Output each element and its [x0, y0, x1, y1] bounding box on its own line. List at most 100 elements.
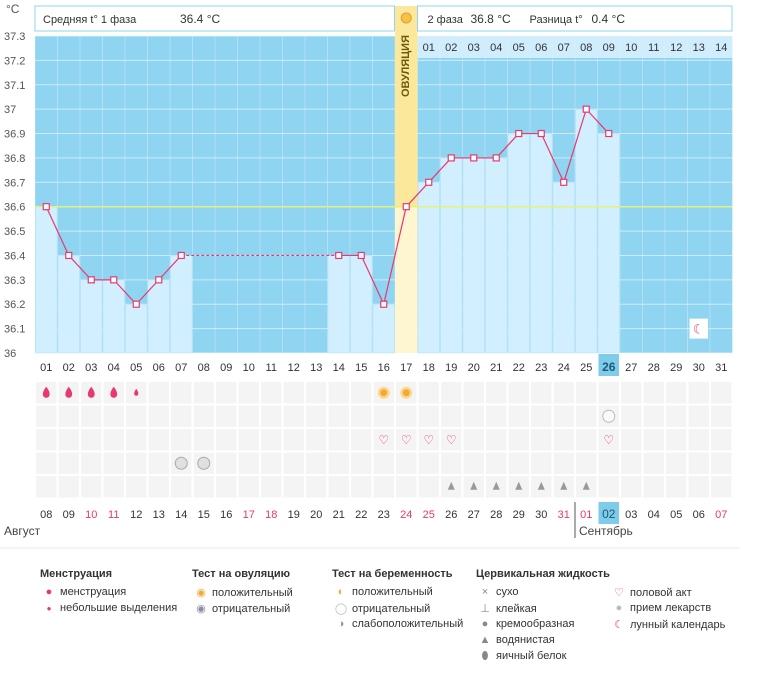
temperature-point [515, 129, 523, 138]
symbol-cell [418, 476, 439, 498]
luteal-day-label: 10 [625, 42, 637, 54]
symbol-cell [441, 382, 462, 404]
grey-dot-icon: ◉ [196, 603, 206, 615]
phase1-box [34, 5, 395, 32]
temperature-point [155, 276, 163, 284]
calendar-date: 23 [378, 509, 390, 521]
symbol-cell [351, 405, 372, 427]
luteal-day-label: 03 [468, 42, 480, 54]
temperature-line [113, 279, 137, 305]
bbt-chart: ОВУЛЯЦИЯ °C 37.3 37.2 37.1 37 36.9 36.8 36.7 36.6… [0, 2, 740, 549]
symbol-cell [306, 452, 327, 474]
luteal-day-label: 12 [670, 42, 682, 54]
cycle-day-label: 10 [243, 362, 255, 374]
temperature-point [402, 203, 410, 211]
calendar-date: 30 [535, 509, 547, 521]
symbol-cell [36, 476, 57, 498]
y-tick-label: 37 [4, 104, 16, 116]
symbol-cell [81, 452, 102, 474]
symbol-cell [621, 452, 642, 474]
symbol-cell [553, 452, 574, 474]
temperature-point [582, 105, 590, 113]
heart-icon: ♡ [401, 433, 412, 447]
calendar-date: 26 [445, 509, 457, 521]
symbol-cell [643, 476, 664, 498]
luteal-day-label: 02 [445, 42, 457, 54]
symbol-cell [103, 452, 124, 474]
y-tick-label: 36.3 [4, 275, 25, 287]
symbol-cell [688, 476, 709, 498]
symbol-cell [283, 452, 304, 474]
cycle-day-label: 19 [445, 362, 457, 374]
y-tick-label: 36.4 [4, 250, 25, 262]
symbol-cell [81, 429, 102, 451]
symbol-cell [711, 476, 732, 498]
luteal-day-label: 06 [535, 42, 547, 54]
symbol-cell [306, 382, 327, 404]
cycle-day-label: 08 [198, 362, 210, 374]
symbol-cell [688, 382, 709, 404]
symbol-cell [36, 429, 57, 451]
legend-menstruation: ● менструация [42, 586, 127, 598]
symbol-cell [261, 476, 282, 498]
symbol-cell [328, 429, 349, 451]
moon-icon: ☾ [693, 322, 705, 337]
luteal-day-cell [507, 36, 530, 58]
temperature-bar [57, 255, 80, 354]
legend-fluid-eggwhite: ⬮ яичный белок [478, 650, 567, 663]
temperature-point [560, 178, 568, 186]
watery-icon [537, 481, 545, 490]
temperature-line [540, 133, 565, 183]
symbol-cell [598, 476, 619, 498]
symbol-cell [238, 382, 259, 404]
temperature-bar [597, 133, 620, 354]
cycle-day-label: 27 [625, 362, 637, 374]
legend-fluid-sticky: ⊥ клейкая [478, 602, 537, 615]
symbol-cell [643, 382, 664, 404]
legend: Менструация ● менструация ● небольшие выде… [0, 560, 770, 690]
y-tick-label: 36.8 [4, 153, 25, 165]
calendar-date: 22 [355, 509, 367, 521]
symbol-cell [486, 382, 507, 404]
temperature-bar [147, 279, 170, 354]
sun-icon: ◉ [196, 587, 206, 599]
calendar-date: 20 [310, 509, 322, 521]
ovulation-label: ОВУЛЯЦИЯ [400, 35, 412, 97]
calendar-date: 24 [400, 509, 412, 521]
luteal-day-label: 07 [558, 42, 570, 54]
temperature-point [537, 129, 545, 138]
symbol-cell [351, 382, 372, 404]
watery-icon [492, 481, 500, 490]
dry-icon: × [481, 586, 489, 598]
symbol-cell [418, 405, 439, 427]
menstruation-icon [87, 386, 95, 398]
creamy-icon: ● [481, 618, 489, 630]
cycle-day-label: 25 [580, 362, 592, 374]
temperature-point [65, 251, 73, 260]
cycle-day-label: 15 [355, 362, 367, 374]
temperature-bar [350, 255, 373, 354]
temperature-point [335, 251, 343, 260]
temperature-line [360, 255, 385, 305]
temperature-bar [417, 182, 440, 354]
symbol-cell [283, 476, 304, 498]
sticky-icon: ⊥ [480, 603, 490, 615]
luteal-day-label: 04 [490, 42, 502, 54]
sun-icon [400, 12, 412, 24]
cycle-day-label: 04 [108, 362, 120, 374]
symbol-cell [508, 382, 529, 404]
symbol-cell [36, 452, 57, 474]
temperature-bar [485, 157, 508, 354]
y-tick-label: 36.6 [4, 202, 25, 214]
symbol-cell [126, 429, 147, 451]
symbol-cell [306, 476, 327, 498]
luteal-day-label: 11 [648, 42, 659, 54]
legend-fluid-creamy: ● кремообразная [478, 618, 575, 630]
legend-menstruation-title: Менструация [40, 568, 113, 580]
legend-label: яичный белок [496, 650, 567, 662]
symbol-cell [148, 405, 169, 427]
temperature-bar [170, 255, 193, 354]
calendar-date: 08 [40, 509, 52, 521]
ovulation-positive-icon [402, 389, 410, 397]
calendar-date: 06 [693, 509, 705, 521]
